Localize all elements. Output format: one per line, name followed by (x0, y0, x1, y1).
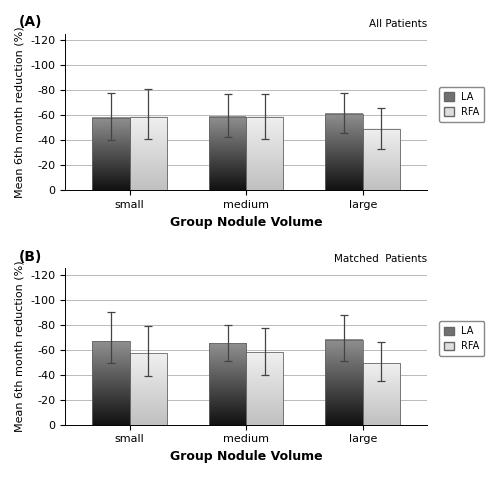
Y-axis label: Mean 6th month reduction (%): Mean 6th month reduction (%) (15, 26, 25, 198)
Bar (246, 117, 284, 190)
Text: (A): (A) (18, 15, 42, 29)
Y-axis label: Mean 6th month reduction (%): Mean 6th month reduction (%) (15, 261, 25, 433)
Text: (B): (B) (18, 250, 42, 264)
Legend: LA, RFA: LA, RFA (439, 87, 484, 121)
Legend: LA, RFA: LA, RFA (439, 322, 484, 356)
Bar (130, 353, 167, 425)
Bar (326, 340, 363, 425)
Bar (130, 117, 167, 190)
Bar (92, 118, 130, 190)
X-axis label: Group Nodule Volume: Group Nodule Volume (170, 450, 322, 463)
Bar (246, 352, 284, 425)
Bar (363, 129, 400, 190)
Text: Matched  Patients: Matched Patients (334, 254, 427, 264)
Bar (209, 344, 246, 425)
Bar (326, 114, 363, 190)
Bar (209, 117, 246, 190)
Bar (363, 363, 400, 425)
Text: All Patients: All Patients (368, 19, 427, 29)
Bar (92, 341, 130, 425)
X-axis label: Group Nodule Volume: Group Nodule Volume (170, 216, 322, 228)
